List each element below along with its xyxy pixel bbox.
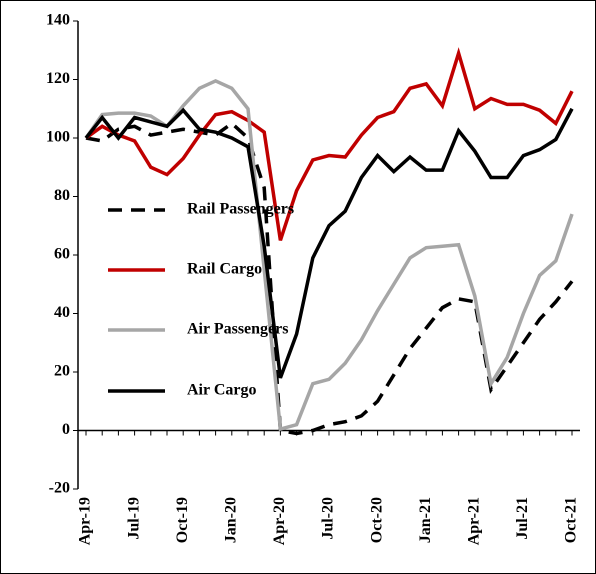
y-tick-label: 120 [46,70,70,87]
legend-label: Air Passengers [187,321,288,338]
series-line [84,107,574,379]
x-tick-label: Apr-19 [77,497,94,545]
y-tick-label: 60 [54,246,70,263]
x-tick-label: Jul-20 [320,497,337,540]
x-tick-label: Oct-21 [563,497,580,543]
legend-label: Rail Cargo [187,261,262,278]
x-tick-label: Jan-21 [417,497,434,543]
y-tick-label: -20 [49,480,70,497]
x-tick-label: Oct-20 [368,497,385,543]
x-tick-label: Apr-20 [271,497,288,545]
y-tick-label: 20 [54,363,70,380]
y-tick-label: 100 [46,129,70,146]
legend-label: Air Cargo [187,382,256,399]
x-tick-label: Apr-21 [465,497,482,545]
series-line [85,121,574,436]
y-tick-label: 80 [54,187,70,204]
y-tick-label: 0 [62,421,70,438]
x-tick-label: Jan-20 [222,497,239,543]
legend-label: Rail Passengers [187,201,294,218]
x-tick-label: Oct-19 [174,497,191,543]
series-line [84,47,574,241]
x-tick-label: Jul-21 [514,497,531,540]
y-tick-label: 40 [54,304,70,321]
y-tick-label: 140 [46,12,70,29]
x-tick-label: Jul-19 [125,497,142,540]
